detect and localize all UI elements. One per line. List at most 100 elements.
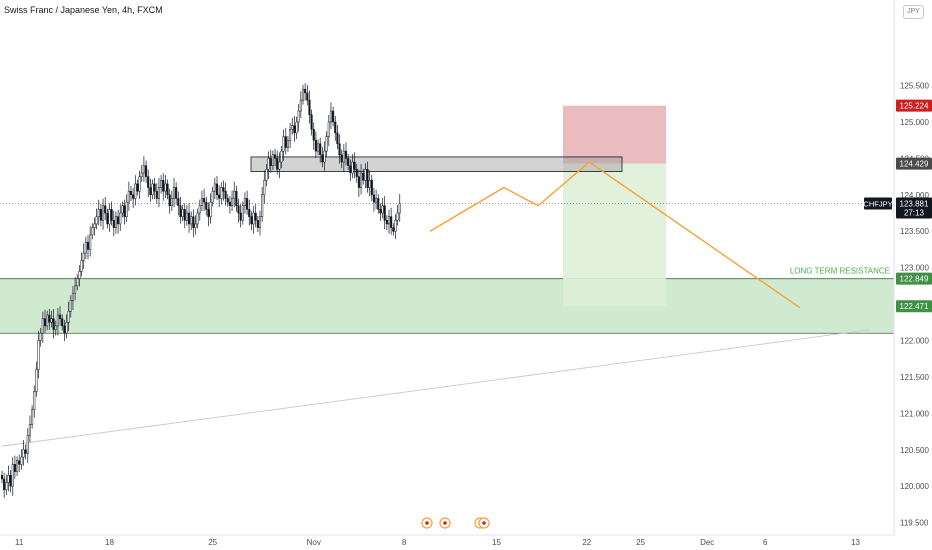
supply-zone: [250, 156, 623, 172]
candle: [114, 211, 118, 234]
candle: [274, 148, 277, 167]
candle: [222, 180, 225, 201]
candle-body: [26, 434, 29, 454]
candle: [127, 181, 130, 211]
candle-body: [203, 198, 206, 203]
candle: [48, 308, 51, 331]
candle-body: [278, 161, 281, 170]
candle-body: [127, 190, 130, 203]
candle-body: [123, 205, 126, 217]
candle-body: [93, 223, 96, 228]
candle: [157, 177, 160, 208]
candle-body: [336, 132, 339, 145]
candle-body: [164, 183, 167, 192]
candle: [97, 199, 100, 226]
candle-body: [265, 169, 268, 181]
candle: [278, 152, 281, 179]
candle: [349, 159, 352, 181]
y-tick-label: 120.500: [900, 446, 929, 455]
candle: [224, 182, 227, 206]
last-price-bg: [896, 197, 932, 219]
candle: [69, 295, 72, 318]
candle-body: [271, 154, 274, 166]
candle: [170, 190, 173, 211]
candle: [142, 156, 145, 182]
candle: [235, 185, 238, 212]
candle-body: [179, 205, 182, 217]
candle: [198, 199, 201, 221]
candle: [269, 149, 272, 173]
candle-body: [69, 300, 72, 312]
candle: [172, 177, 176, 208]
candle: [9, 470, 12, 493]
candle-body: [332, 110, 335, 123]
candle-body: [289, 129, 292, 141]
candle: [54, 320, 57, 336]
candle-body: [18, 460, 21, 465]
candle-body: [84, 241, 87, 254]
candle-body: [312, 129, 315, 141]
candle: [243, 192, 246, 214]
candle: [192, 209, 195, 238]
candle-body: [177, 198, 180, 206]
event-marker-icon[interactable]: [421, 517, 433, 529]
candle: [82, 243, 85, 270]
projection-path: [429, 161, 801, 309]
event-marker-icon[interactable]: [478, 517, 490, 529]
candle: [24, 444, 27, 460]
candle-body: [338, 143, 341, 156]
resistance-zone-label: LONG TERM RESISTANCE: [790, 267, 890, 276]
candle: [284, 127, 287, 155]
candle: [39, 327, 42, 347]
candle-body: [7, 475, 10, 483]
candle-body: [394, 220, 397, 232]
candle-body: [136, 183, 139, 192]
currency-selector[interactable]: JPY: [903, 5, 924, 19]
candle: [121, 201, 124, 218]
candle-body: [366, 169, 369, 188]
candle: [295, 116, 298, 140]
x-tick-label: 25: [208, 538, 217, 547]
candle-body: [145, 165, 148, 177]
candle-body: [192, 216, 195, 228]
candle: [336, 125, 339, 150]
event-marker-icon[interactable]: [439, 517, 451, 529]
candle: [246, 190, 249, 215]
candle-body: [9, 475, 12, 487]
candle: [108, 203, 111, 232]
candle: [179, 197, 182, 224]
candle-body: [228, 201, 231, 206]
candle: [43, 309, 47, 333]
candle: [18, 454, 21, 473]
candle: [364, 163, 367, 189]
candle: [215, 176, 219, 201]
candle: [381, 197, 384, 219]
stop-price-label: 125.224: [900, 102, 929, 111]
candle-body: [398, 203, 401, 214]
candle: [205, 196, 208, 216]
candle: [153, 177, 156, 200]
candle: [145, 160, 148, 183]
candle-body: [364, 169, 367, 181]
candle-body: [188, 212, 191, 225]
event-marker-dot: [443, 521, 447, 525]
candle: [59, 306, 62, 326]
candle: [379, 203, 382, 221]
candle-body: [129, 190, 133, 196]
candle-body: [168, 194, 171, 206]
entry-price-label: 124.429: [900, 160, 929, 169]
candle-body: [248, 209, 251, 217]
candle: [329, 102, 332, 129]
candle: [41, 311, 44, 343]
candle-body: [267, 158, 270, 170]
candle: [342, 144, 345, 172]
candle-body: [5, 482, 8, 491]
candle: [37, 330, 40, 379]
candle: [340, 149, 343, 169]
y-tick-label: 122.000: [900, 337, 929, 346]
candle-body: [325, 136, 328, 152]
candle: [134, 175, 137, 206]
candle-body: [349, 165, 352, 174]
candle: [312, 122, 315, 150]
